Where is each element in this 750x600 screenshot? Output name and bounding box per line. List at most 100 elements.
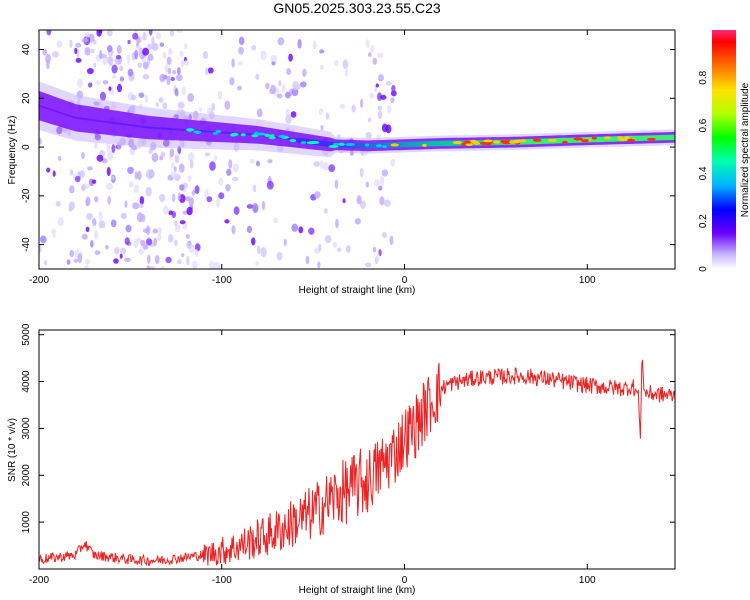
spectrogram-noise-blob (283, 238, 287, 247)
spectrogram-noise-blob (96, 30, 102, 37)
spectrogram-noise-blob (218, 177, 224, 186)
spectrogram-noise-blob (148, 266, 156, 269)
spectrogram-ridge-spot (309, 140, 320, 144)
spectrogram-noise-blob (186, 255, 190, 266)
spectrogram-noise-blob (106, 142, 111, 152)
spectrogram-noise-blob (52, 170, 56, 177)
spectrogram-noise-blob (138, 47, 143, 58)
spectrogram-noise-blob (148, 30, 153, 36)
spectrogram-noise-blob (285, 114, 292, 124)
spectrogram-ridge-spot (452, 141, 463, 145)
spectrogram-noise-blob (180, 59, 185, 68)
spectrogram-noise-blob (45, 53, 51, 64)
spectrogram-noise-blob (158, 97, 164, 103)
spectrogram-noise-blob (139, 196, 145, 205)
spectrogram-noise-blob (176, 66, 181, 75)
spectrogram-noise-blob (390, 158, 396, 167)
spectrogram-noise-blob (266, 180, 274, 190)
spectrogram-noise-blob (92, 39, 97, 45)
spectrogram-noise-blob (75, 57, 82, 63)
spectrogram-noise-blob (108, 86, 112, 91)
spectrogram-noise-blob (186, 206, 193, 216)
spectrogram-noise-blob (372, 57, 378, 65)
spectrogram-noise-blob (342, 198, 346, 204)
spectrogram-ridge-spot (338, 142, 345, 146)
spectrogram-noise-blob (179, 220, 186, 225)
spectrogram-noise-blob (183, 60, 190, 66)
spectrogram-noise-blob (179, 184, 185, 191)
spectrogram-noise-blob (119, 65, 124, 72)
spectrogram-ridge-spot (193, 130, 201, 134)
snr-x-label: Height of straight line (km) (299, 585, 416, 596)
spectrogram-noise-blob (218, 192, 225, 200)
spectrogram-noise-blob (68, 206, 73, 212)
spectrogram-noise-blob (115, 54, 122, 60)
spectrogram-noise-blob (276, 93, 283, 99)
spectrogram-noise-blob (170, 76, 175, 81)
spectrogram-y-tick-label: 20 (21, 92, 32, 104)
spectrogram-ridge-spot (533, 138, 539, 142)
spectrogram-y-label: Frequency (Hz) (7, 116, 18, 185)
spectrogram-noise-blob (211, 102, 215, 112)
spectrogram-noise-blob (101, 220, 106, 229)
spectrogram-noise-blob (183, 43, 188, 50)
spectrogram-noise-blob (84, 32, 90, 38)
spectrogram-ridge-spot (492, 140, 501, 144)
spectrogram-noise-blob (166, 75, 171, 86)
spectrogram-noise-blob (159, 193, 166, 203)
spectrogram-noise-blob (90, 240, 94, 248)
spectrogram-noise-blob (91, 179, 97, 184)
spectrogram-noise-blob (360, 98, 364, 108)
spectrogram-noise-blob (134, 49, 138, 60)
spectrogram-noise-blob (214, 155, 218, 161)
spectrogram-noise-blob (374, 179, 380, 187)
spectrogram-noise-blob (246, 204, 254, 209)
spectrogram-noise-blob (205, 67, 209, 76)
spectrogram-ridge-spot (480, 141, 488, 145)
spectrogram-noise-blob (93, 62, 97, 68)
spectrogram-noise-blob (319, 49, 325, 54)
spectrogram-noise-blob (298, 226, 304, 234)
spectrogram-noise-blob (270, 84, 276, 95)
spectrogram-noise-blob (105, 182, 113, 190)
spectrogram-ridge-spot (584, 138, 589, 142)
spectrogram-noise-blob (152, 228, 158, 234)
spectrogram-noise-blob (111, 144, 116, 153)
spectrogram-noise-blob (144, 94, 149, 104)
spectrogram-x-tick-label: -100 (212, 275, 232, 286)
spectrogram-noise-blob (66, 259, 71, 265)
spectrogram-noise-blob (359, 200, 366, 209)
spectrogram-noise-blob (389, 235, 394, 246)
spectrogram-noise-blob (186, 241, 192, 249)
spectrogram-ridge-spot (345, 142, 355, 146)
spectrogram-noise-blob (81, 37, 89, 43)
spectrogram-noise-blob (377, 105, 383, 111)
spectrogram-noise-blob (133, 238, 139, 248)
spectrogram-noise-blob (43, 260, 48, 266)
spectrogram-noise-blob (160, 265, 165, 269)
spectrogram-noise-blob (377, 110, 383, 120)
spectrogram-noise-blob (96, 80, 101, 86)
spectrogram-noise-blob (365, 131, 372, 139)
spectrogram-noise-blob (238, 46, 244, 55)
spectrogram-noise-blob (134, 171, 139, 180)
spectrogram-noise-blob (187, 151, 195, 162)
spectrogram-noise-blob (127, 166, 134, 175)
spectrogram-noise-blob (138, 203, 144, 209)
spectrogram-noise-blob (225, 183, 231, 192)
spectrogram-noise-blob (110, 219, 117, 228)
spectrogram-noise-blob (128, 180, 134, 188)
spectrogram-noise-blob (177, 192, 181, 201)
spectrogram-noise-blob (286, 68, 292, 75)
spectrogram-noise-blob (86, 212, 93, 221)
spectrogram-noise-blob (124, 200, 128, 208)
spectrogram-noise-blob (46, 167, 51, 173)
spectrogram-noise-blob (151, 152, 159, 163)
spectrogram-noise-blob (142, 31, 147, 41)
spectrogram-noise-blob (297, 38, 302, 49)
spectrogram-noise-blob (94, 196, 99, 203)
spectrogram-ridge-spot (390, 143, 399, 147)
spectrogram-ridge-spot (365, 143, 370, 147)
spectrogram-noise-blob (334, 179, 339, 189)
snr-x-tick-label: 100 (579, 575, 596, 586)
